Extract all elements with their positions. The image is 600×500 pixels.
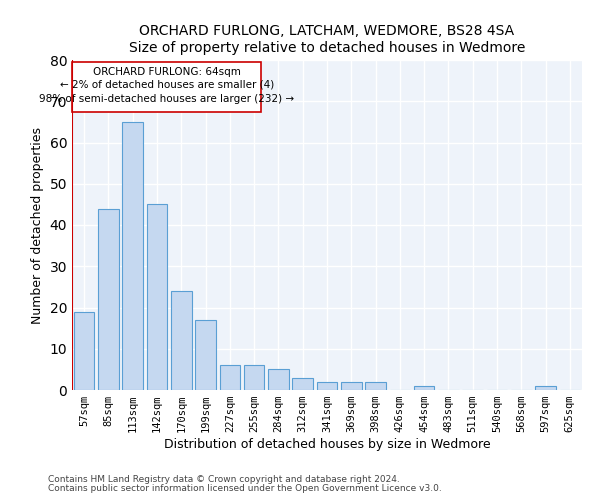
X-axis label: Distribution of detached houses by size in Wedmore: Distribution of detached houses by size … — [164, 438, 490, 451]
Text: ← 2% of detached houses are smaller (4): ← 2% of detached houses are smaller (4) — [59, 80, 274, 90]
Bar — [146, 204, 167, 390]
Text: ORCHARD FURLONG: 64sqm: ORCHARD FURLONG: 64sqm — [93, 66, 241, 76]
Bar — [535, 386, 556, 390]
FancyBboxPatch shape — [72, 62, 262, 112]
Text: 98% of semi-detached houses are larger (232) →: 98% of semi-detached houses are larger (… — [39, 94, 294, 104]
Bar — [195, 320, 216, 390]
Bar — [122, 122, 143, 390]
Bar — [317, 382, 337, 390]
Bar — [365, 382, 386, 390]
Bar — [414, 386, 434, 390]
Bar — [220, 365, 240, 390]
Text: Contains public sector information licensed under the Open Government Licence v3: Contains public sector information licen… — [48, 484, 442, 493]
Y-axis label: Number of detached properties: Number of detached properties — [31, 126, 44, 324]
Bar — [171, 291, 191, 390]
Bar — [74, 312, 94, 390]
Bar — [268, 370, 289, 390]
Bar — [292, 378, 313, 390]
Text: Contains HM Land Registry data © Crown copyright and database right 2024.: Contains HM Land Registry data © Crown c… — [48, 476, 400, 484]
Bar — [341, 382, 362, 390]
Bar — [98, 208, 119, 390]
Bar — [244, 365, 265, 390]
Title: ORCHARD FURLONG, LATCHAM, WEDMORE, BS28 4SA
Size of property relative to detache: ORCHARD FURLONG, LATCHAM, WEDMORE, BS28 … — [129, 24, 525, 54]
